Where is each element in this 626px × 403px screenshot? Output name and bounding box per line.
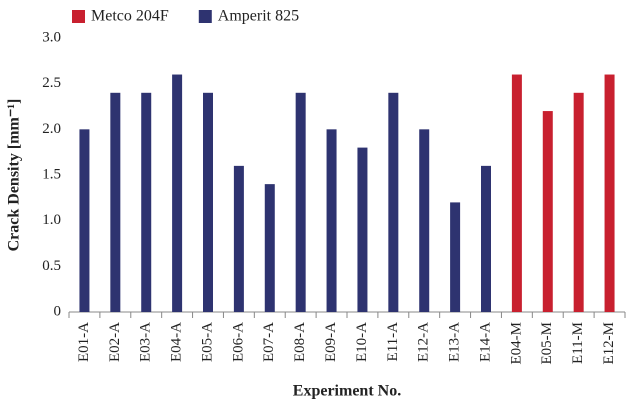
x-tick-label: E04-A	[169, 322, 185, 362]
y-tick-label: 2.0	[42, 121, 61, 137]
x-tick-label: E05-A	[199, 322, 215, 362]
bar	[604, 74, 615, 313]
x-tick-label: E08-A	[292, 322, 308, 362]
bar	[264, 184, 275, 312]
x-tick-label: E01-A	[76, 322, 92, 362]
bar	[203, 92, 213, 312]
x-tick-label: E07-A	[261, 322, 277, 362]
x-tick-label: E12-M	[601, 322, 617, 365]
bar	[450, 202, 461, 312]
y-tick-label: 0.5	[42, 258, 61, 274]
bar	[573, 92, 584, 312]
x-tick-label: E05-M	[539, 322, 555, 365]
x-tick-label: E11-M	[570, 322, 586, 364]
bar	[542, 111, 553, 312]
legend-label: Metco 204F	[91, 8, 169, 25]
y-tick-label: 0	[54, 303, 62, 319]
legend-label: Amperit 825	[218, 8, 299, 25]
y-tick-label: 1.5	[42, 166, 61, 182]
bar	[326, 129, 337, 312]
bar	[79, 129, 90, 312]
x-tick-label: E09-A	[323, 322, 339, 362]
bar	[511, 74, 522, 313]
bar	[110, 92, 121, 312]
bar	[141, 92, 152, 312]
x-tick-label: E02-A	[107, 322, 123, 362]
x-tick-label: E10-A	[354, 322, 370, 362]
bar	[481, 165, 491, 312]
y-tick-label: 1.0	[42, 212, 61, 228]
x-axis-label: Experiment No.	[293, 383, 401, 400]
bar	[172, 74, 183, 313]
bar	[419, 129, 430, 312]
x-tick-label: E04-M	[508, 322, 524, 365]
legend-swatch	[72, 10, 85, 23]
x-tick-label: E14-A	[477, 322, 493, 362]
x-tick-label: E03-A	[138, 322, 154, 362]
legend-swatch	[198, 10, 212, 23]
x-tick-label: E12-A	[416, 322, 432, 362]
y-tick-label: 3.0	[42, 29, 61, 45]
x-tick-label: E06-A	[230, 322, 246, 362]
bar	[388, 92, 399, 312]
x-tick-label: E11-A	[385, 322, 401, 362]
bar	[357, 147, 368, 312]
y-axis-label: Crack Density [mm⁻¹]	[6, 99, 23, 252]
y-tick-label: 2.5	[42, 75, 61, 91]
x-tick-label: E13-A	[447, 322, 463, 362]
bar	[233, 165, 244, 312]
bar	[295, 92, 306, 312]
